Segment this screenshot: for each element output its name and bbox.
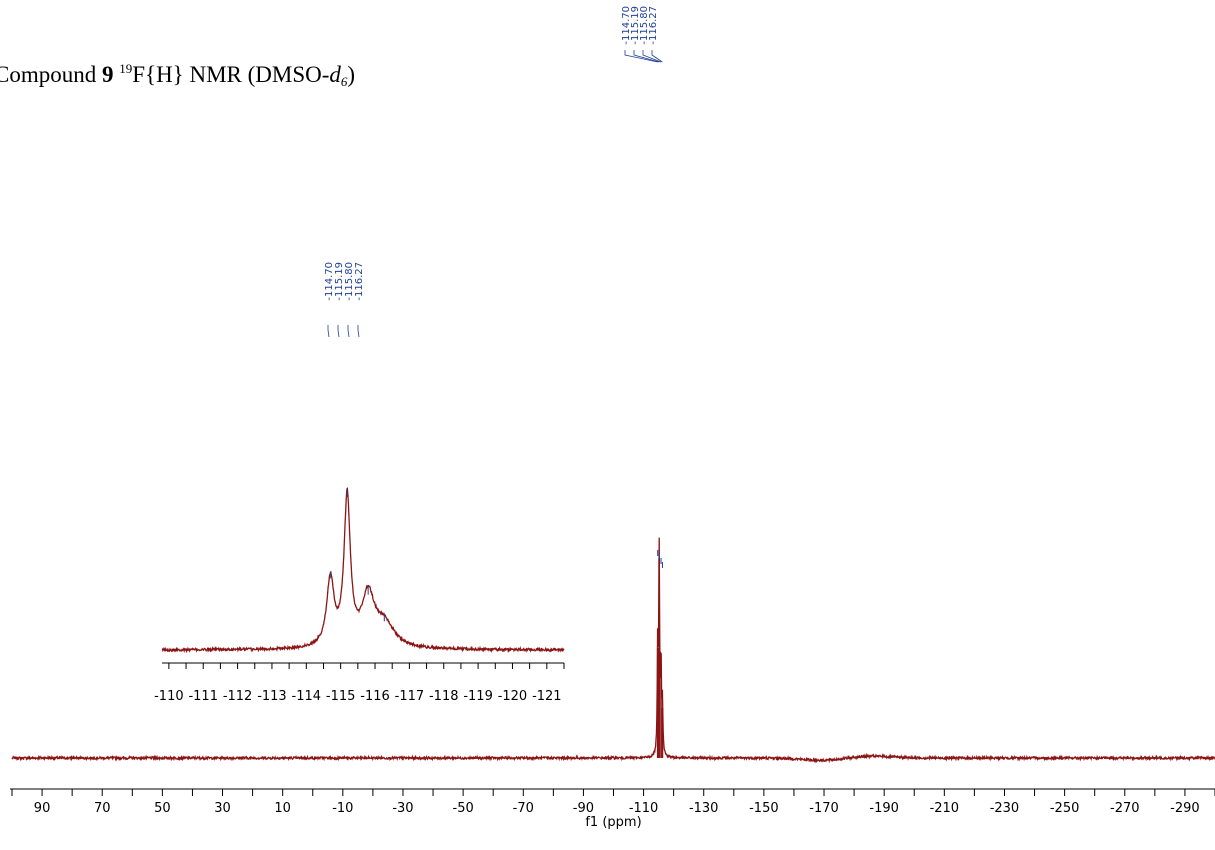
main-peak-labels: -114.70-115.19-115.80-116.27 (621, 6, 663, 568)
main-tick-label: -190 (869, 801, 899, 816)
main-peak-connector (651, 50, 663, 63)
main-peak-label: -116.27 (648, 6, 659, 45)
inset-peak-connector (357, 325, 360, 338)
main-peak-label: -114.70 (621, 6, 632, 45)
main-tick-label: -50 (453, 801, 474, 816)
main-tick-label: -290 (1170, 801, 1200, 816)
main-tick-label: 50 (154, 801, 171, 816)
inset-tick-label: -115 (326, 689, 356, 704)
inset-tick-label: -114 (292, 689, 322, 704)
inset-peak-label: -115.19 (334, 262, 345, 301)
main-tick-label: -30 (392, 801, 413, 816)
main-tick-label: -150 (749, 801, 779, 816)
main-tick-label: -110 (629, 801, 659, 816)
inset-tick-label: -116 (360, 689, 390, 704)
main-tick-label: -70 (513, 801, 534, 816)
inset-tick-label: -113 (257, 689, 287, 704)
main-peak-connector (633, 50, 660, 63)
inset-tick-label: -120 (498, 689, 528, 704)
main-tick-label: 10 (274, 801, 291, 816)
title-suffix: ) (347, 62, 356, 87)
inset-tick-label: -118 (429, 689, 459, 704)
title-nucleus: F{H} NMR (DMSO- (132, 62, 330, 87)
x-axis-label: f1 (ppm) (585, 815, 641, 830)
main-tick-label: 30 (214, 801, 231, 816)
main-tick-label: 90 (34, 801, 51, 816)
main-tick-label: -250 (1050, 801, 1080, 816)
main-spectrum-layer (11, 537, 1215, 764)
inset-spectrum-line (161, 487, 565, 654)
main-tick-label: -130 (689, 801, 719, 816)
inset-x-axis: -110 -111 -112 -113 -114 -115 -116 -117 -118 -119… (154, 662, 565, 704)
main-tick-label: -170 (809, 801, 839, 816)
inset-peak-connector (347, 325, 350, 338)
main-tick-label: -230 (990, 801, 1020, 816)
inset-tick-label: -117 (395, 689, 425, 704)
main-peak-connector (642, 50, 662, 63)
inset-peak-connector (337, 325, 340, 338)
main-tick-label: -270 (1110, 801, 1140, 816)
isotope-mass: 19 (119, 61, 133, 76)
inset-spectrum-layer (161, 487, 565, 654)
main-tick-label: -90 (573, 801, 594, 816)
solvent-deuterium: d6 (329, 62, 348, 89)
inset-peak-label: -114.70 (324, 262, 335, 301)
main-peak-label: -115.80 (639, 6, 650, 45)
inset-tick-label: -110 (154, 689, 184, 704)
solvent-subscript: 6 (340, 74, 348, 89)
main-spectrum-line (11, 537, 1215, 764)
inset-peak-label: -116.27 (354, 262, 365, 301)
inset-peak-label: -115.80 (344, 262, 355, 301)
inset-tick-label: -119 (463, 689, 493, 704)
inset-tick-label: -112 (223, 689, 253, 704)
inset-tick-label: -121 (532, 689, 562, 704)
title-prefix: Compound (0, 62, 97, 87)
main-tick-label: -210 (930, 801, 960, 816)
inset-peak-labels: -114.70 -115.19 -115.80 -116.27 (324, 262, 385, 622)
spectrum-title: Compound 9 19F{H} NMR (DMSO-d6) (0, 62, 355, 88)
main-peak-connector (624, 50, 658, 63)
main-tick-label: 70 (94, 801, 111, 816)
main-tick-label: -10 (332, 801, 353, 816)
compound-number: 9 (101, 62, 114, 87)
inset-tick-label: -111 (188, 689, 218, 704)
inset-peak-connector (327, 325, 330, 338)
main-peak-label: -115.19 (630, 6, 641, 45)
main-x-axis: 90 70 50 30 10 -10 -30 -50 -70 -90 -110 -130 -150 -17… (10, 788, 1215, 830)
